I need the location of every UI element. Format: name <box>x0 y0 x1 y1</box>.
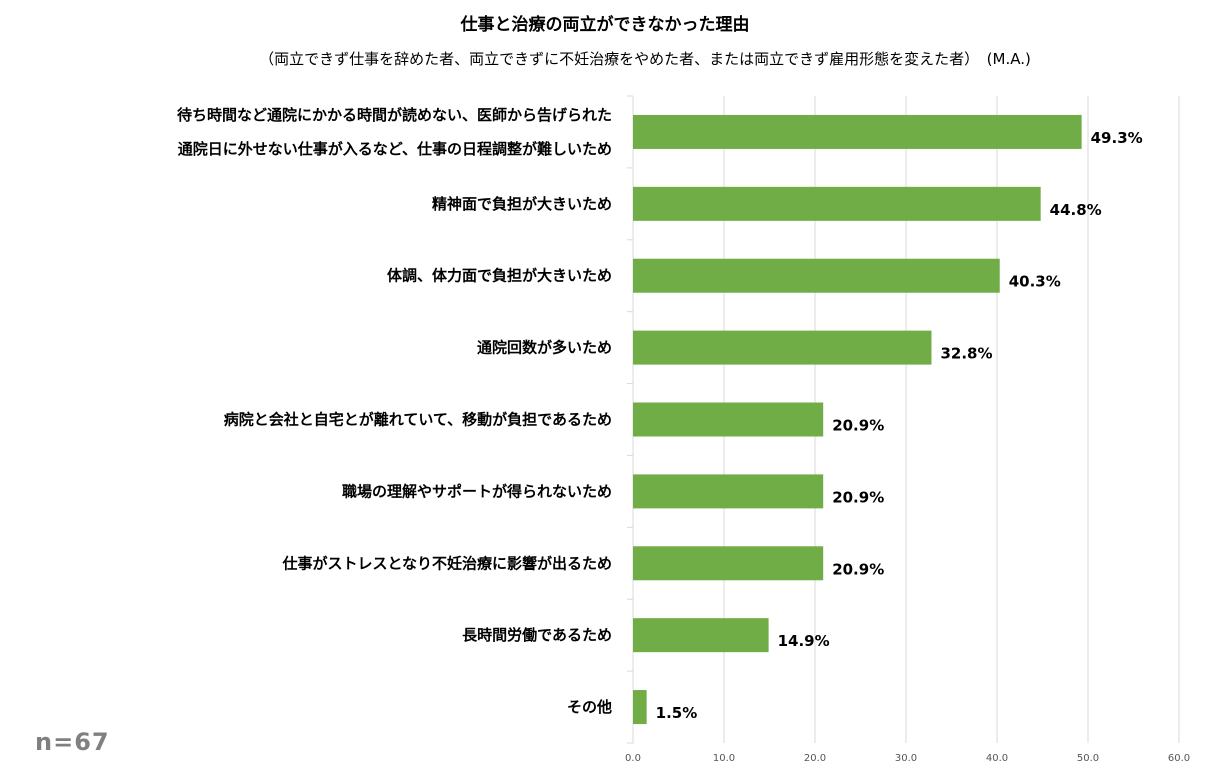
bar <box>633 114 1082 149</box>
x-tick-label: 60.0 <box>1168 753 1190 764</box>
category-label: 病院と会社と自宅とが離れていて、移動が負担であるため <box>224 411 612 429</box>
bar <box>633 618 769 653</box>
x-tick-label: 40.0 <box>986 753 1008 764</box>
bar <box>633 690 647 725</box>
x-tick-label: 10.0 <box>713 753 735 764</box>
data-label: 20.9% <box>832 560 884 578</box>
category-label: 待ち時間など通院にかかる時間が読めない、医師から告げられた <box>177 106 612 124</box>
bar <box>633 402 824 437</box>
category-label: その他 <box>567 698 612 716</box>
bar <box>633 546 824 581</box>
category-label: 体調、体力面で負担が大きいため <box>387 267 612 285</box>
data-label: 40.3% <box>1009 273 1061 291</box>
data-label: 32.8% <box>940 345 992 363</box>
category-label: 通院日に外せない仕事が入るなど、仕事の日程調整が難しいため <box>178 140 612 158</box>
bar <box>633 258 1000 293</box>
category-label: 精神面で負担が大きいため <box>432 195 612 213</box>
x-tick-label: 0.0 <box>625 753 641 764</box>
data-label: 20.9% <box>832 417 884 435</box>
bar <box>633 474 824 509</box>
bar <box>633 186 1041 221</box>
data-label: 44.8% <box>1050 201 1102 219</box>
category-label: 仕事がストレスとなり不妊治療に影響が出るため <box>281 554 612 572</box>
category-label: 長時間労働であるため <box>462 626 612 644</box>
data-label: 49.3% <box>1091 129 1143 147</box>
bar <box>633 330 932 365</box>
x-tick-label: 50.0 <box>1077 753 1099 764</box>
data-label: 20.9% <box>832 488 884 506</box>
category-label: 職場の理解やサポートが得られないため <box>342 482 612 500</box>
chart-subtitle: （両立できず仕事を辞めた者、両立できずに不妊治療をやめた者、または両立できず雇用… <box>259 50 1031 68</box>
sample-size-label: n=67 <box>35 728 110 756</box>
data-label: 14.9% <box>778 632 830 650</box>
category-label: 通院回数が多いため <box>477 339 612 357</box>
chart-title: 仕事と治療の両立ができなかった理由 <box>460 15 750 35</box>
data-label: 1.5% <box>656 704 698 722</box>
x-tick-label: 20.0 <box>804 753 826 764</box>
x-tick-label: 30.0 <box>895 753 917 764</box>
